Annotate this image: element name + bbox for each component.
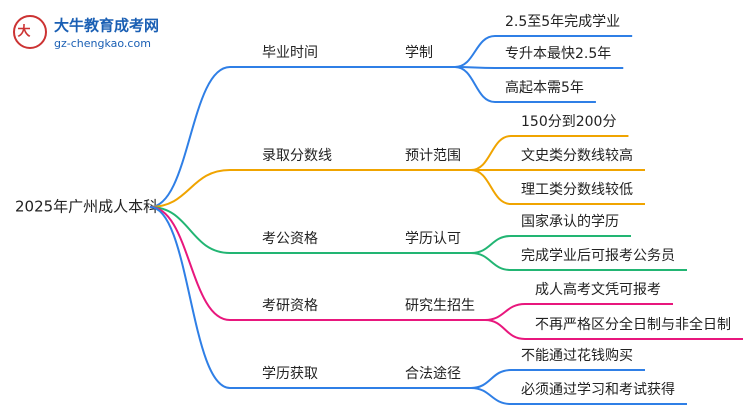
sub-label: 学制 [405, 45, 433, 61]
connector [149, 169, 231, 208]
leaf-label: 国家承认的学历 [521, 213, 619, 230]
logo-icon [13, 15, 47, 49]
connector [454, 35, 496, 68]
sub-label: 学历认可 [405, 231, 461, 247]
logo-name: 大牛教育成考网 [54, 17, 159, 35]
connector [470, 252, 512, 271]
leaf-label: 不能通过花钱购买 [521, 348, 633, 364]
leaf-label: 理工类分数线较低 [521, 182, 633, 198]
branch-label: 录取分数线 [262, 148, 332, 164]
root-label: 2025年广州成人本科 [15, 198, 158, 216]
leaf-label: 完成学业后可报考公务员 [521, 248, 675, 264]
connector [470, 235, 512, 254]
branch-label: 考研资格 [262, 298, 318, 314]
leaf-label: 文史类分数线较高 [521, 147, 633, 164]
branch-label: 毕业时间 [262, 45, 318, 61]
leaf-label: 2.5至5年完成学业 [505, 14, 620, 30]
leaf-label: 专升本最快2.5年 [505, 46, 611, 62]
connector [149, 206, 231, 321]
connector [149, 206, 231, 254]
connector [149, 66, 231, 208]
logo-glyph: 大 [17, 24, 30, 40]
leaf-label: 不再严格区分全日制与非全日制 [535, 316, 731, 333]
leaf-label: 必须通过学习和考试获得 [521, 381, 675, 398]
connector [484, 319, 526, 340]
branch-label: 学历获取 [262, 366, 318, 382]
connector [470, 135, 512, 171]
connector [470, 387, 512, 405]
connector [149, 206, 231, 389]
sub-label: 研究生招生 [405, 298, 475, 314]
sub-label: 预计范围 [405, 147, 461, 164]
logo: 大 大牛教育成考网 gz-chengkao.com [13, 15, 159, 50]
connector [484, 303, 526, 321]
connector [454, 66, 496, 103]
branch-label: 考公资格 [262, 231, 318, 247]
logo-url: gz-chengkao.com [54, 37, 151, 50]
connector [470, 369, 512, 389]
sub-label: 合法途径 [405, 365, 461, 382]
connector [470, 169, 512, 205]
leaf-label: 高起本需5年 [505, 79, 584, 96]
leaf-label: 150分到200分 [521, 114, 616, 130]
leaf-label: 成人高考文凭可报考 [535, 281, 661, 298]
